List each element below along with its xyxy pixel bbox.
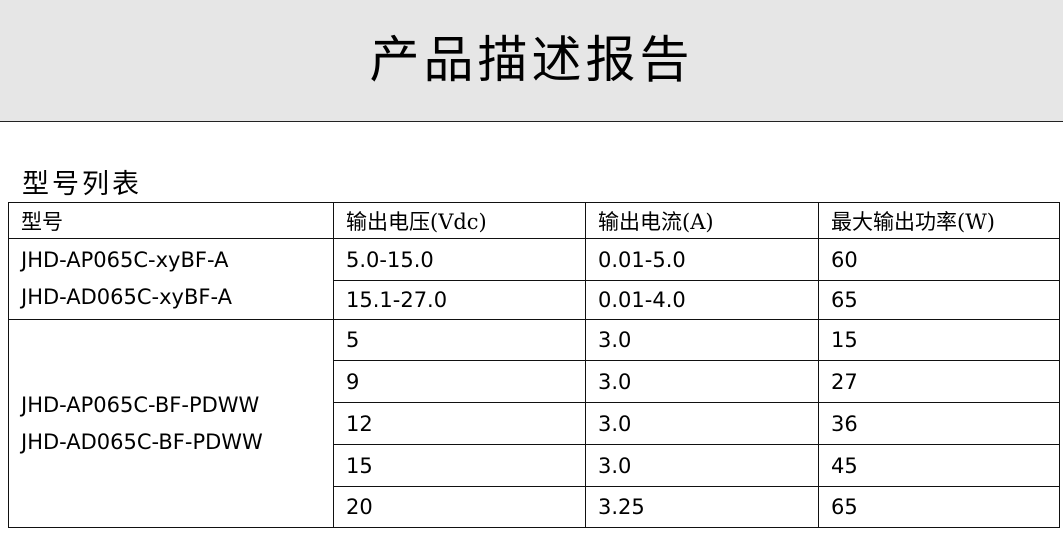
power-cell: 15 <box>818 319 1060 361</box>
model-cell: JHD-AP065C-xyBF-A JHD-AD065C-xyBF-A <box>8 238 334 320</box>
power-cell: 65 <box>818 486 1060 528</box>
power-cell: 45 <box>818 444 1060 487</box>
current-cell: 0.01-5.0 <box>585 238 819 281</box>
section-title: 型号列表 <box>22 169 142 200</box>
model-name: JHD-AD065C-BF-PDWW <box>21 429 263 454</box>
current-cell: 3.25 <box>585 486 819 528</box>
voltage-cell: 20 <box>333 486 586 528</box>
table-row: 20 3.25 65 <box>9 486 1060 528</box>
current-cell: 3.0 <box>585 444 819 487</box>
table-row: 15.1-27.0 0.01-4.0 65 <box>9 280 1060 320</box>
voltage-cell: 12 <box>333 402 586 445</box>
voltage-cell: 5 <box>333 319 586 361</box>
power-cell: 65 <box>818 280 1060 320</box>
model-table: 型号 输出电压(Vdc) 输出电流(A) 最大输出功率(W) JHD-AP065C-xy… <box>8 202 1060 528</box>
table-row: JHD-AP065C-BF-PDWW JHD-AD065C-BF-PDWW 5 3.0… <box>8 319 1060 528</box>
table-row: 15 3.0 45 <box>9 444 1060 487</box>
voltage-cell: 15.1-27.0 <box>333 280 586 320</box>
power-cell: 60 <box>818 238 1060 281</box>
table-row: 12 3.0 36 <box>9 402 1060 445</box>
model-name: JHD-AD065C-xyBF-A <box>21 285 232 309</box>
column-header: 型号 <box>8 202 334 239</box>
current-cell: 0.01-4.0 <box>585 280 819 320</box>
column-header: 输出电流(A) <box>585 202 819 239</box>
column-header: 最大输出功率(W) <box>818 202 1060 239</box>
table-header-row: 型号 输出电压(Vdc) 输出电流(A) 最大输出功率(W) <box>8 202 1060 239</box>
current-cell: 3.0 <box>585 360 819 403</box>
page-title: 产品描述报告 <box>369 31 694 89</box>
voltage-cell: 9 <box>333 360 586 403</box>
power-cell: 27 <box>818 360 1060 403</box>
column-header: 输出电压(Vdc) <box>333 202 586 239</box>
voltage-cell: 5.0-15.0 <box>333 238 586 281</box>
current-cell: 3.0 <box>585 319 819 361</box>
header-band: 产品描述报告 <box>0 0 1063 122</box>
model-name: JHD-AP065C-xyBF-A <box>21 248 229 272</box>
voltage-cell: 15 <box>333 444 586 487</box>
current-cell: 3.0 <box>585 402 819 445</box>
power-cell: 36 <box>818 402 1060 445</box>
model-name: JHD-AP065C-BF-PDWW <box>21 392 260 417</box>
table-row: JHD-AP065C-xyBF-A JHD-AD065C-xyBF-A 5.0-15… <box>8 238 1060 320</box>
model-cell: JHD-AP065C-BF-PDWW JHD-AD065C-BF-PDWW <box>8 319 334 528</box>
